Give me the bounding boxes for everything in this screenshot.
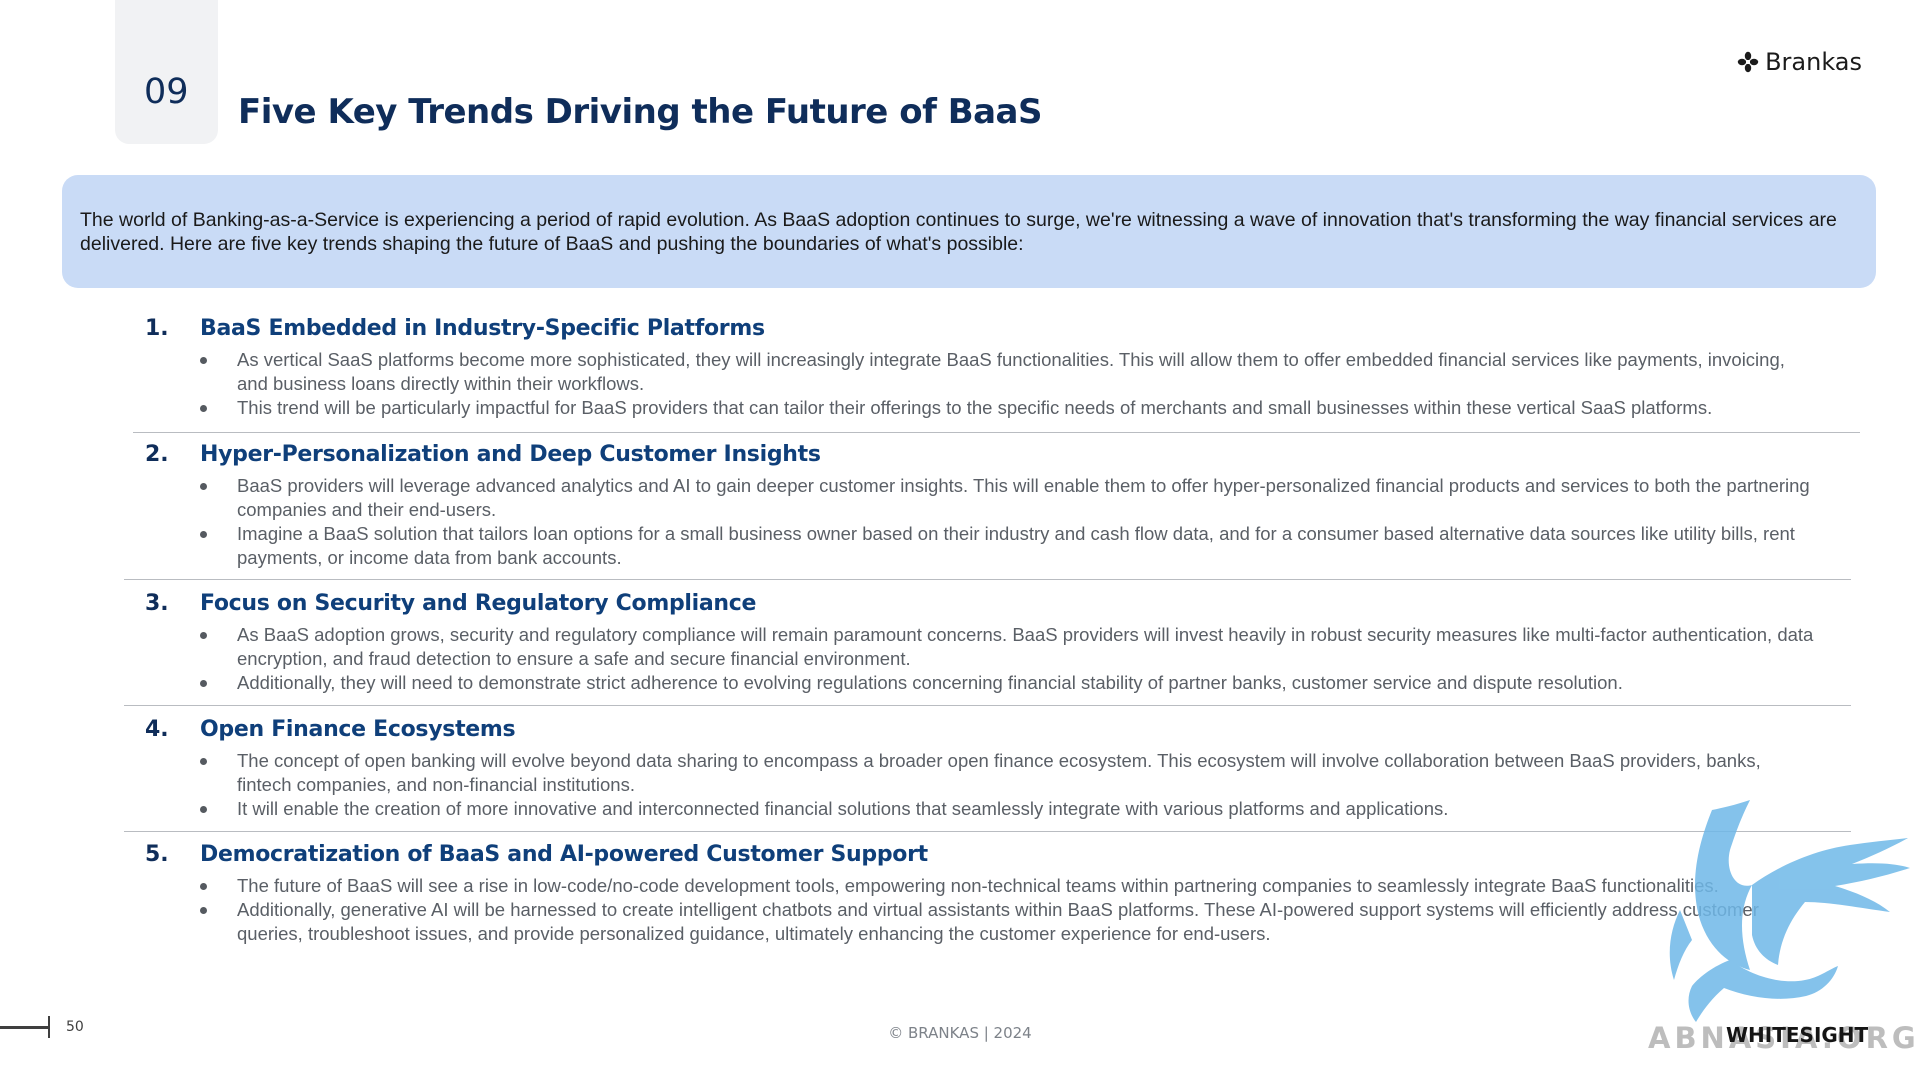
bullet-item: Additionally, generative AI will be harn… (200, 898, 1820, 946)
bullet-item: As BaaS adoption grows, security and reg… (200, 623, 1820, 671)
trend-title: Democratization of BaaS and AI-powered C… (200, 842, 928, 867)
section-number: 09 (144, 72, 189, 112)
bullet-item: It will enable the creation of more inno… (200, 797, 1820, 821)
divider (124, 579, 1851, 580)
trend-bullets: As vertical SaaS platforms become more s… (200, 348, 1820, 420)
footer-line (0, 1026, 48, 1029)
watermark-overlay-text: WHITESIGHT (1726, 1023, 1869, 1047)
page-title: Five Key Trends Driving the Future of Ba… (238, 92, 1042, 132)
trend-number: 4. (145, 717, 169, 742)
trend-title: Open Finance Ecosystems (200, 717, 516, 742)
intro-box: The world of Banking-as-a-Service is exp… (62, 175, 1876, 288)
trend-number: 5. (145, 842, 169, 867)
divider (133, 432, 1860, 433)
brand-name: Brankas (1765, 48, 1862, 76)
copyright: © BRANKAS | 2024 (888, 1024, 1032, 1042)
divider (124, 705, 1851, 706)
trend-title: BaaS Embedded in Industry-Specific Platf… (200, 316, 765, 341)
footer-tick (48, 1016, 50, 1038)
trend-bullets: The concept of open banking will evolve … (200, 749, 1820, 821)
trend-bullets: The future of BaaS will see a rise in lo… (200, 874, 1820, 946)
bullet-item: Additionally, they will need to demonstr… (200, 671, 1820, 695)
bullet-item: The concept of open banking will evolve … (200, 749, 1820, 797)
section-tab (115, 0, 218, 144)
trend-bullets: BaaS providers will leverage advanced an… (200, 474, 1820, 570)
bullet-item: Imagine a BaaS solution that tailors loa… (200, 522, 1820, 570)
watermark-text: ABNASIA.ORG (1648, 1021, 1920, 1055)
flower-mark-icon (1737, 51, 1759, 73)
page-number: 50 (66, 1019, 84, 1035)
bullet-item: This trend will be particularly impactfu… (200, 396, 1820, 420)
bullet-item: The future of BaaS will see a rise in lo… (200, 874, 1820, 898)
trend-title: Hyper-Personalization and Deep Customer … (200, 442, 821, 467)
bullet-item: BaaS providers will leverage advanced an… (200, 474, 1820, 522)
trend-number: 2. (145, 442, 169, 467)
brand-logo: Brankas (1737, 48, 1862, 76)
trend-number: 1. (145, 316, 169, 341)
griffin-watermark-icon (1669, 800, 1910, 1022)
trend-number: 3. (145, 591, 169, 616)
bullet-item: As vertical SaaS platforms become more s… (200, 348, 1820, 396)
trend-bullets: As BaaS adoption grows, security and reg… (200, 623, 1820, 695)
divider (124, 831, 1851, 832)
intro-text: The world of Banking-as-a-Service is exp… (80, 209, 1837, 255)
trend-title: Focus on Security and Regulatory Complia… (200, 591, 757, 616)
